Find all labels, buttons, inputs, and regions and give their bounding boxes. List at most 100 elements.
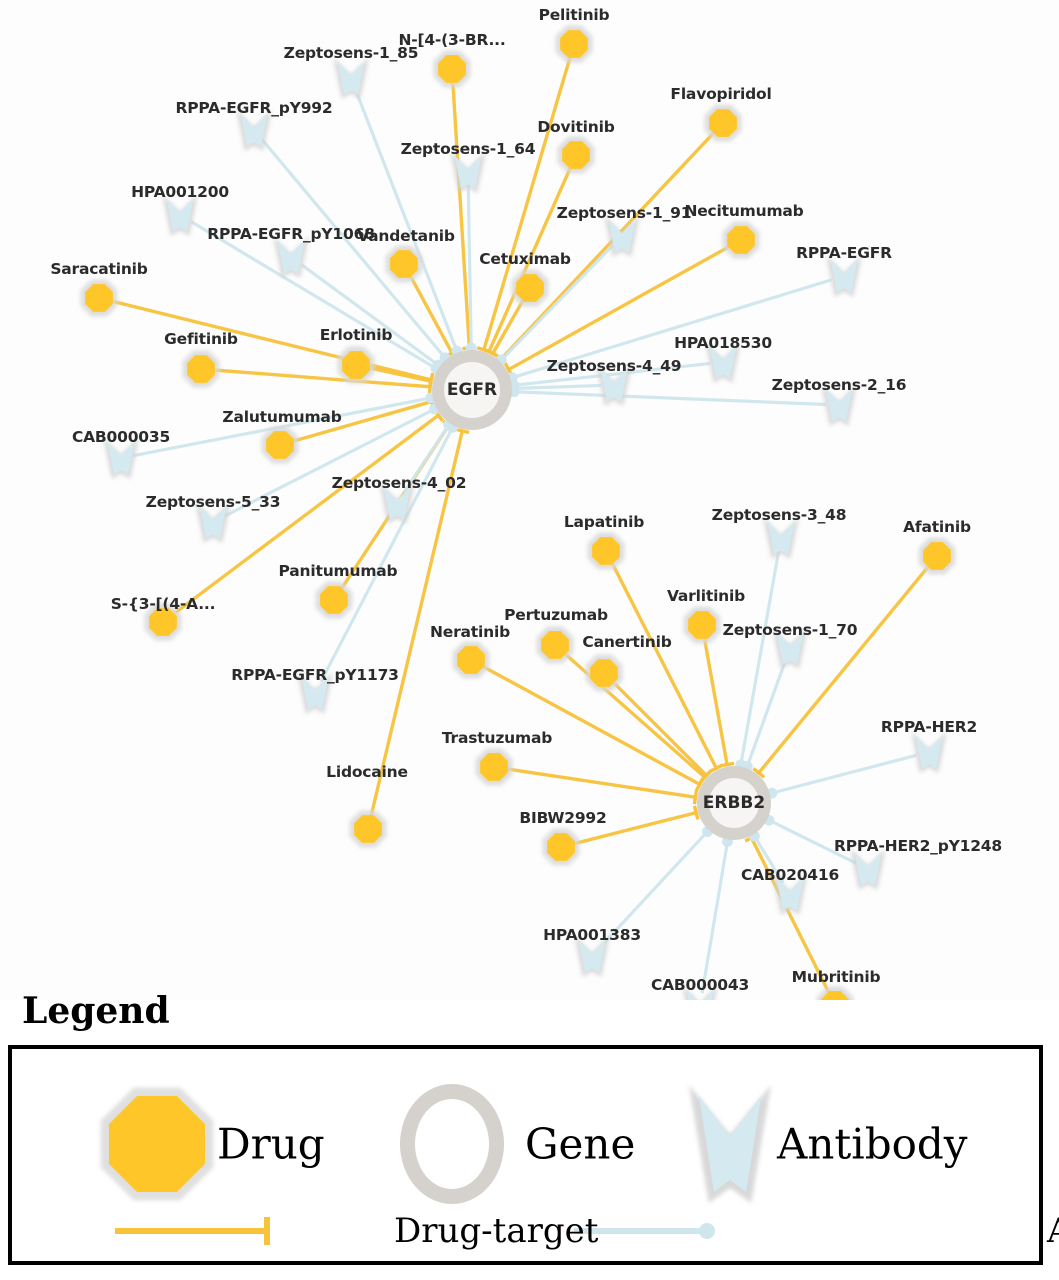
drug-node[interactable] [542,828,580,866]
antibody-node-shape[interactable] [199,505,227,539]
antibody-node-shape[interactable] [686,989,714,1001]
drug-node[interactable] [536,626,574,664]
drug-node[interactable] [385,245,423,283]
antibody-node-shape[interactable] [383,486,411,520]
drug-target-edge-terminal [485,348,500,359]
antibody-node[interactable] [379,482,415,524]
drug-node[interactable] [683,606,721,644]
antibody-node[interactable] [772,627,808,669]
antibody-node[interactable] [911,731,947,773]
antibody-node[interactable] [162,194,198,236]
legend-label-antibody-target: Antibody-target [1047,1211,1059,1251]
drug-node[interactable] [349,810,387,848]
antibody-node[interactable] [195,501,231,543]
antibody-node[interactable] [604,215,640,257]
drug-node-shape[interactable] [85,284,113,312]
drug-node-shape[interactable] [457,646,485,674]
drug-node-shape[interactable] [541,631,569,659]
antibody-node-shape[interactable] [578,939,606,973]
drug-node[interactable] [722,221,760,259]
drug-node-shape[interactable] [187,355,215,383]
antibody-node[interactable] [682,985,718,1000]
drug-node-shape[interactable] [590,659,618,687]
drug-node[interactable] [452,641,490,679]
drug-node[interactable] [704,104,742,142]
gene-node[interactable] [432,350,512,430]
gene-node[interactable] [697,766,771,840]
antibody-node[interactable] [763,517,799,559]
antibody-node[interactable] [826,255,862,297]
drug-target-edge [481,664,701,786]
drug-target-edge [499,131,716,361]
antibody-node[interactable] [772,873,808,915]
drug-node-shape[interactable] [149,608,177,636]
antibody-node-shape[interactable] [454,155,482,189]
drug-target-edge [757,564,931,774]
drug-node-shape[interactable] [592,537,620,565]
antibody-node-shape[interactable] [915,735,943,769]
drug-node[interactable] [475,748,513,786]
drug-node-shape[interactable] [390,250,418,278]
drug-node-shape[interactable] [923,542,951,570]
drug-node[interactable] [816,986,854,1000]
drug-target-edge [506,767,696,799]
drug-node-shape[interactable] [821,991,849,1000]
drug-node[interactable] [337,346,375,384]
drug-node-shape[interactable] [709,109,737,137]
antibody-node[interactable] [236,109,272,151]
drug-node[interactable] [585,654,623,692]
antibody-node[interactable] [450,151,486,193]
antibody-node-shape[interactable] [166,198,194,232]
drug-node-shape[interactable] [342,351,370,379]
drug-node-shape[interactable] [438,55,466,83]
drug-node-shape[interactable] [562,141,590,169]
antibody-node[interactable] [705,341,741,383]
antibody-node-shape[interactable] [337,61,365,95]
drug-node[interactable] [587,532,625,570]
antibody-target-edge [513,383,602,391]
drug-node-shape[interactable] [516,274,544,302]
drug-node-shape[interactable] [547,833,575,861]
drug-target-edge [487,166,573,353]
drug-node[interactable] [918,537,956,575]
antibody-node-shape[interactable] [776,631,804,665]
drug-node-shape[interactable] [480,753,508,781]
antibody-node[interactable] [850,848,886,890]
drug-node[interactable] [182,350,220,388]
drug-node-shape[interactable] [266,431,294,459]
gene-node-label: EGFR [446,380,498,400]
antibody-node[interactable] [574,935,610,977]
antibody-node-shape[interactable] [107,441,135,475]
drug-node-shape[interactable] [560,30,588,58]
antibody-node-shape[interactable] [854,852,882,886]
drug-node-shape[interactable] [727,226,755,254]
antibody-node-shape[interactable] [830,259,858,293]
antibody-node-shape[interactable] [608,219,636,253]
drug-node[interactable] [315,581,353,619]
gene-node-label: ERBB2 [702,793,766,813]
drug-node[interactable] [555,25,593,63]
drug-node[interactable] [557,136,595,174]
antibody-node[interactable] [596,364,632,406]
antibody-node-shape[interactable] [600,368,628,402]
antibody-node[interactable] [103,437,139,479]
antibody-node[interactable] [297,672,333,714]
antibody-node-shape[interactable] [240,113,268,147]
drug-node[interactable] [511,269,549,307]
drug-node[interactable] [80,279,118,317]
drug-node[interactable] [433,50,471,88]
antibody-node-shape[interactable] [825,388,853,422]
antibody-node-shape[interactable] [709,345,737,379]
antibody-node[interactable] [333,57,369,99]
drug-node-shape[interactable] [320,586,348,614]
antibody-node[interactable] [273,236,309,278]
antibody-node-shape[interactable] [767,521,795,555]
antibody-node-shape[interactable] [776,877,804,911]
drug-node-shape[interactable] [354,815,382,843]
antibody-node-shape[interactable] [301,676,329,710]
antibody-node[interactable] [821,384,857,426]
antibody-node-shape[interactable] [277,240,305,274]
drug-node-shape[interactable] [688,611,716,639]
drug-node[interactable] [261,426,299,464]
drug-node[interactable] [144,603,182,641]
